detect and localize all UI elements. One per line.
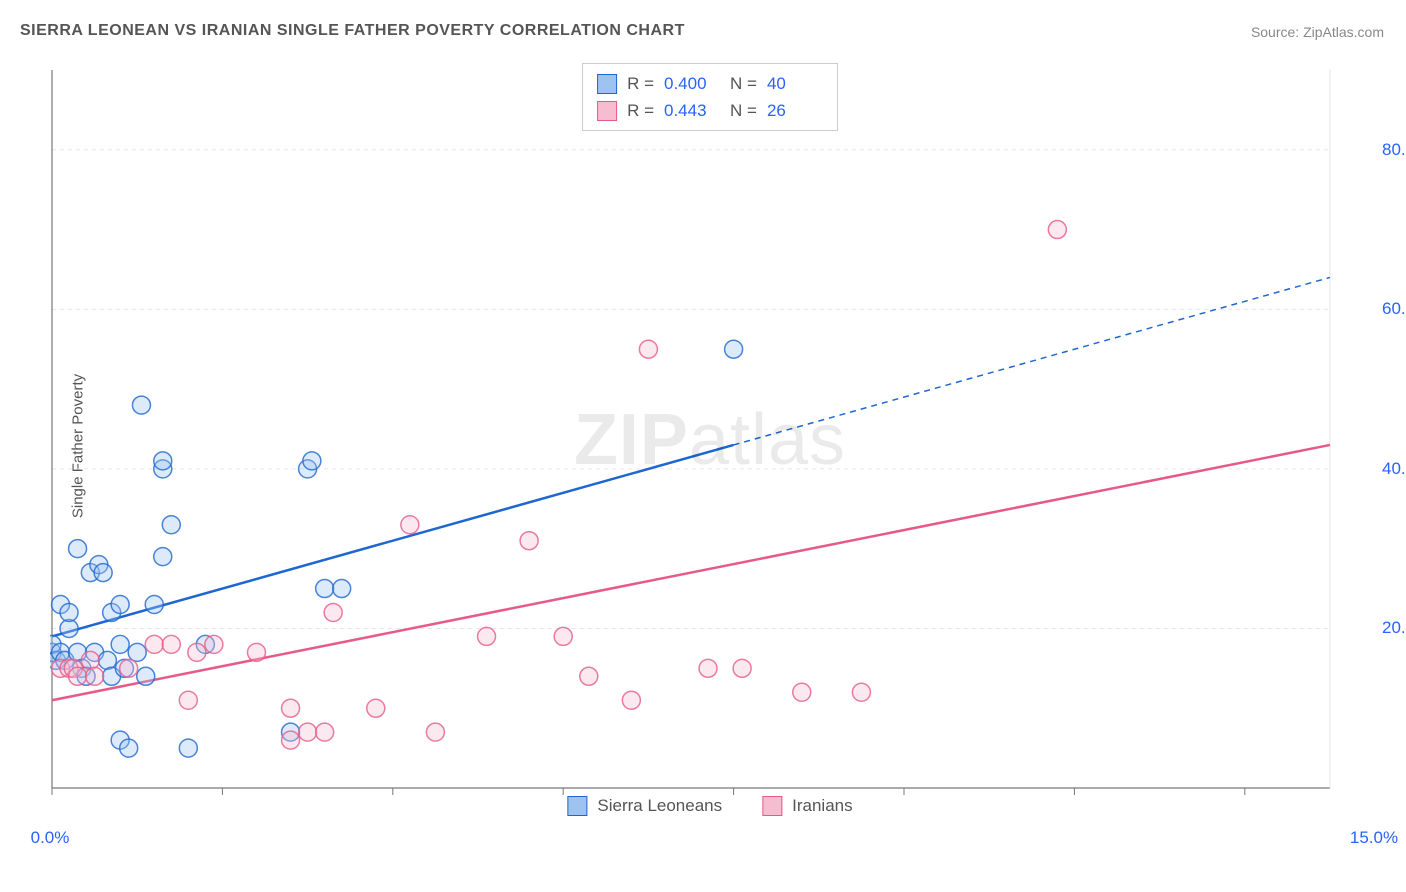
legend-series-item-1: Iranians — [762, 796, 852, 816]
legend-r-label-1: R = — [627, 97, 654, 124]
legend-n-value-0: 40 — [767, 70, 823, 97]
legend-stats-swatch-1 — [597, 101, 617, 121]
legend-stats-row-0: R = 0.400 N = 40 — [597, 70, 823, 97]
x-tick-max-label: 15.0% — [1350, 828, 1398, 848]
chart-container: SIERRA LEONEAN VS IRANIAN SINGLE FATHER … — [0, 0, 1406, 892]
legend-r-label-0: R = — [627, 70, 654, 97]
y-tick-label: 40.0% — [1374, 459, 1406, 479]
plot-area: ZIPatlas R = 0.400 N = 40 R = 0.443 N = … — [50, 60, 1370, 820]
y-tick-label: 60.0% — [1374, 299, 1406, 319]
legend-stats: R = 0.400 N = 40 R = 0.443 N = 26 — [582, 63, 838, 131]
legend-series-label-1: Iranians — [792, 796, 852, 816]
source-label: Source: ZipAtlas.com — [1251, 24, 1384, 40]
legend-series-label-0: Sierra Leoneans — [597, 796, 722, 816]
legend-n-label-1: N = — [730, 97, 757, 124]
legend-series-swatch-1 — [762, 796, 782, 816]
legend-series-item-0: Sierra Leoneans — [567, 796, 722, 816]
legend-n-value-1: 26 — [767, 97, 823, 124]
legend-n-label-0: N = — [730, 70, 757, 97]
legend-series-swatch-0 — [567, 796, 587, 816]
legend-r-value-0: 0.400 — [664, 70, 720, 97]
x-tick-min-label: 0.0% — [31, 828, 70, 848]
chart-title: SIERRA LEONEAN VS IRANIAN SINGLE FATHER … — [20, 22, 685, 40]
legend-stats-swatch-0 — [597, 74, 617, 94]
y-tick-label: 20.0% — [1374, 618, 1406, 638]
legend-r-value-1: 0.443 — [664, 97, 720, 124]
y-tick-label: 80.0% — [1374, 140, 1406, 160]
legend-series: Sierra Leoneans Iranians — [567, 796, 852, 816]
legend-stats-row-1: R = 0.443 N = 26 — [597, 97, 823, 124]
chart-svg — [50, 60, 1370, 820]
